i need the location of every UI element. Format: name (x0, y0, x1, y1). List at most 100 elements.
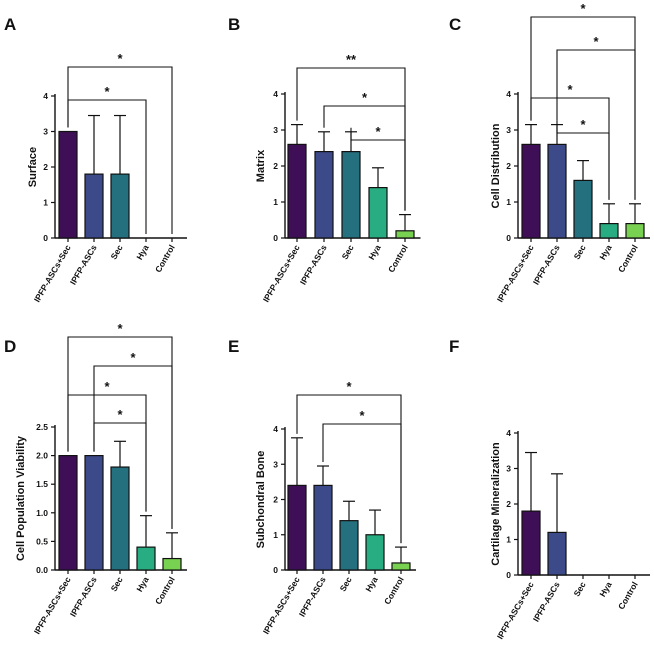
x-tick-label: Hya (134, 243, 151, 262)
y-tick-label: 3 (273, 459, 278, 469)
panel-letter: F (449, 337, 459, 356)
x-tick-label: Control (153, 575, 177, 606)
x-tick-label: Sec (340, 243, 356, 261)
y-tick-label: 0 (506, 570, 511, 580)
y-tick-label: 0 (506, 233, 511, 243)
y-tick-label: 3 (43, 127, 48, 137)
panel-letter: D (4, 337, 16, 356)
significance-label: * (104, 84, 110, 99)
significance-label: ** (346, 52, 357, 67)
panel-letter: B (228, 15, 240, 34)
bar (339, 520, 359, 571)
y-tick-label: 1 (273, 530, 278, 540)
bar (341, 151, 361, 239)
x-tick-label: Sec (572, 243, 588, 261)
bar (521, 510, 541, 576)
y-axis-label: Matrix (255, 149, 267, 182)
x-tick-label: Control (382, 575, 406, 606)
bar (368, 187, 388, 239)
significance-label: * (117, 407, 123, 422)
significance-bracket (530, 16, 636, 200)
bar (58, 130, 78, 239)
y-tick-label: 4 (273, 424, 278, 434)
y-tick-label: 1 (506, 535, 511, 545)
x-tick-label: Hya (134, 575, 151, 594)
y-tick-label: 2 (506, 161, 511, 171)
x-tick-label: IPFP-ASCs (297, 575, 328, 619)
bar (365, 534, 385, 571)
x-tick-label: Control (386, 243, 410, 274)
y-axis-label: Cell Distribution (490, 123, 502, 208)
y-tick-label: 4 (273, 89, 278, 99)
significance-label: * (117, 321, 123, 336)
significance-bracket (67, 394, 147, 512)
significance-bracket (322, 423, 402, 544)
significance-bracket (556, 49, 636, 200)
y-tick-label: 2.0 (36, 451, 48, 461)
bar (391, 562, 411, 571)
panel-letter: E (228, 337, 239, 356)
x-tick-label: Sec (109, 243, 125, 261)
bar (110, 466, 130, 571)
bar (314, 151, 334, 239)
significance-label: * (593, 34, 599, 49)
x-tick-label: IPFP-ASCs (68, 575, 99, 619)
y-tick-label: 1 (506, 197, 511, 207)
panel-e: E Subchondral Bone 0 1 2 3 4 IPFP-ASCs+SecIPFP-… (228, 337, 416, 636)
bar (136, 546, 156, 571)
significance-bracket (530, 97, 610, 200)
bar (84, 173, 104, 239)
significance-label: * (130, 350, 136, 365)
significance-label: * (580, 1, 586, 16)
x-tick-label: IPFP-ASCs+Sec (495, 580, 536, 641)
panel-letter: C (449, 15, 461, 34)
significance-label: * (375, 124, 381, 139)
y-tick-label: 4 (506, 89, 511, 99)
significance-bracket (296, 67, 406, 211)
bar (395, 230, 415, 239)
x-tick-label: Hya (366, 243, 383, 262)
significance-label: * (117, 51, 123, 66)
y-tick-label: 2.5 (36, 422, 48, 432)
y-axis-label: Surface (27, 147, 39, 187)
y-tick-label: 1 (273, 197, 278, 207)
x-tick-label: IPFP-ASCs+Sec (32, 575, 73, 636)
y-tick-label: 2 (506, 499, 511, 509)
bar (287, 143, 307, 239)
y-tick-label: 0 (273, 233, 278, 243)
y-tick-label: 0.0 (36, 565, 48, 575)
x-tick-label: IPFP-ASCs (68, 243, 99, 287)
x-tick-label: IPFP-ASCs (531, 243, 562, 287)
y-tick-label: 3 (273, 125, 278, 135)
significance-label: * (362, 90, 368, 105)
y-tick-label: 2 (273, 161, 278, 171)
x-tick-label: Sec (109, 575, 125, 593)
significance-label: * (580, 117, 586, 132)
x-tick-label: Hya (597, 580, 614, 599)
significance-label: * (104, 379, 110, 394)
bar (58, 455, 78, 571)
significance-label: * (346, 379, 352, 394)
significance-label: * (359, 408, 365, 423)
y-tick-label: 2 (43, 162, 48, 172)
x-tick-label: Control (616, 580, 640, 611)
y-tick-label: 4 (43, 91, 48, 101)
bar (521, 143, 541, 239)
x-tick-label: Control (153, 243, 177, 274)
bar (287, 484, 307, 571)
bar (599, 223, 619, 239)
x-tick-label: IPFP-ASCs (298, 243, 329, 287)
bar (547, 143, 567, 239)
y-tick-label: 1.5 (36, 479, 48, 489)
x-tick-label: Hya (363, 575, 380, 594)
x-tick-label: IPFP-ASCs (531, 580, 562, 624)
x-tick-label: Control (616, 243, 640, 274)
y-tick-label: 1.0 (36, 508, 48, 518)
x-tick-label: Sec (572, 580, 588, 598)
bar (573, 179, 593, 239)
x-tick-label: IPFP-ASCs+Sec (261, 575, 302, 636)
bar (84, 455, 104, 571)
significance-bracket (67, 66, 173, 234)
